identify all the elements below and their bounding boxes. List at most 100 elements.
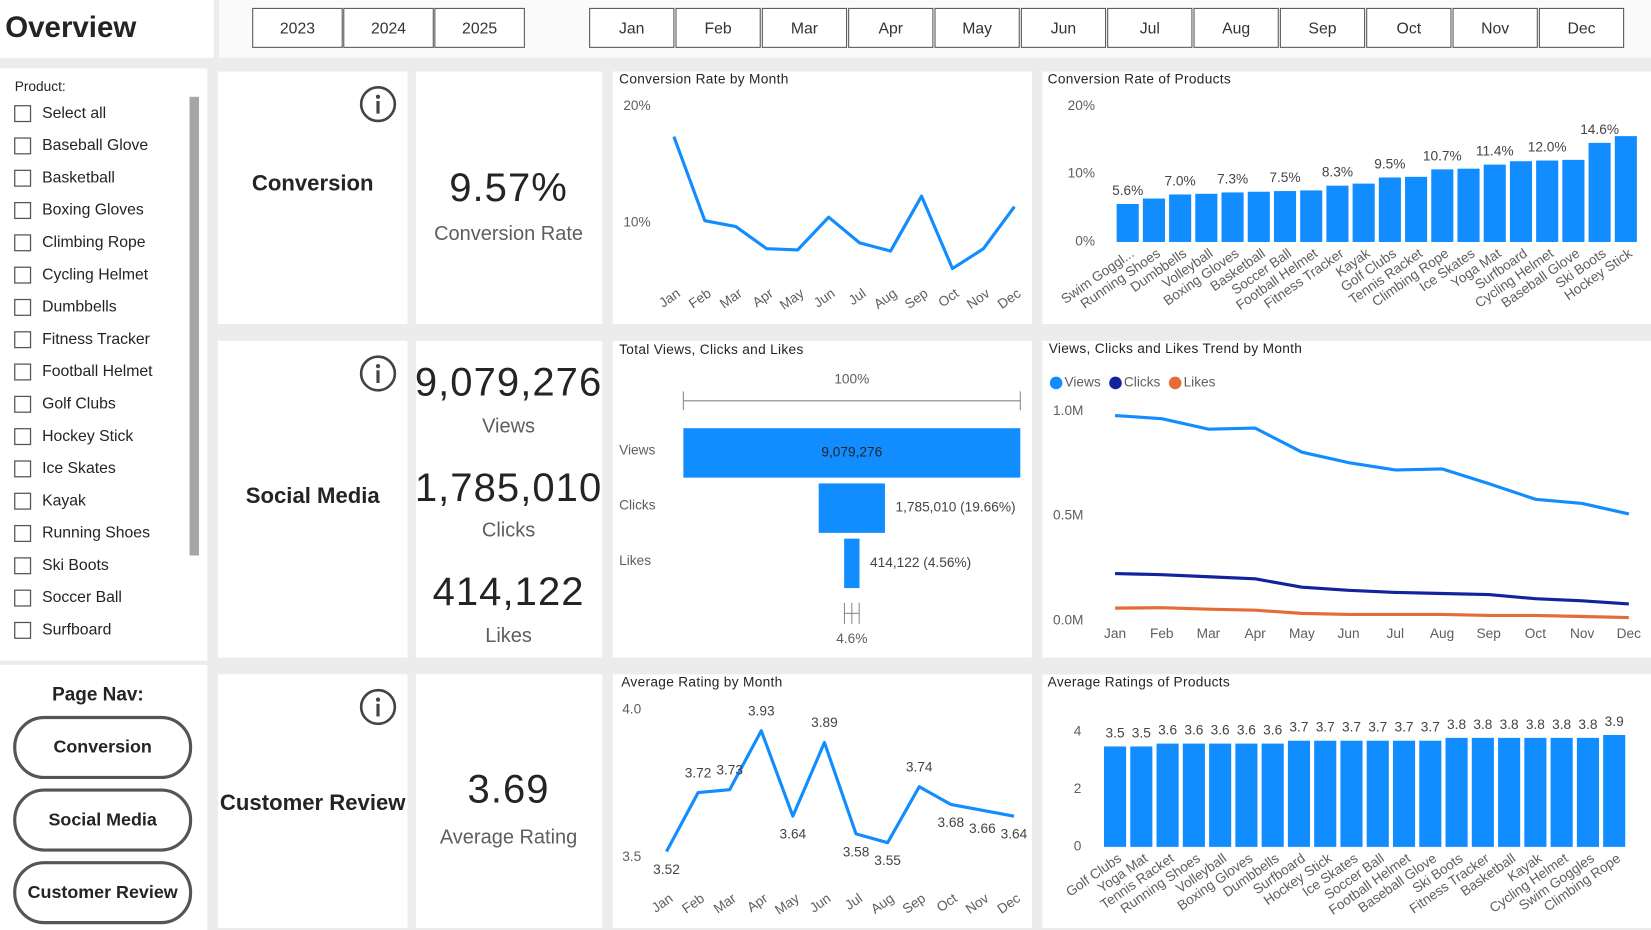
- checkbox[interactable]: [14, 331, 32, 349]
- checkbox[interactable]: [14, 395, 32, 413]
- month-button[interactable]: [1538, 7, 1625, 48]
- slicer-item[interactable]: Kayak: [42, 492, 86, 509]
- info-icon[interactable]: [359, 688, 397, 726]
- bar: [1483, 164, 1506, 242]
- month-label[interactable]: Oct: [1397, 21, 1422, 38]
- slicer-item[interactable]: Select all: [42, 105, 106, 122]
- checkbox[interactable]: [14, 621, 32, 639]
- month-button[interactable]: [1366, 7, 1452, 48]
- month-button[interactable]: [589, 7, 675, 48]
- month-button[interactable]: [1020, 7, 1107, 48]
- info-icon[interactable]: [359, 86, 397, 123]
- data-label: 12.0%: [1528, 140, 1567, 155]
- legend-label[interactable]: Clicks: [1124, 375, 1161, 390]
- data-label: 3.64: [1001, 827, 1028, 842]
- bar: [1209, 743, 1232, 847]
- slicer-item[interactable]: Dumbbells: [42, 299, 117, 316]
- legend-label[interactable]: Likes: [1184, 375, 1216, 390]
- slicer-item[interactable]: Boxing Gloves: [42, 202, 144, 219]
- checkbox[interactable]: [14, 298, 32, 316]
- nav-button[interactable]: [13, 861, 193, 925]
- y-tick-label: 10%: [623, 215, 650, 230]
- month-label[interactable]: Dec: [1567, 21, 1595, 38]
- checkbox[interactable]: [14, 557, 32, 575]
- chart-title: Conversion Rate of Products: [1048, 72, 1231, 87]
- month-label[interactable]: Apr: [879, 21, 904, 38]
- checkbox[interactable]: [14, 137, 32, 155]
- info-icon-stem: [376, 100, 380, 114]
- year-button[interactable]: [434, 7, 525, 48]
- legend-label[interactable]: Views: [1065, 375, 1101, 390]
- month-button[interactable]: [1107, 7, 1193, 48]
- kpi-title: Social Media: [245, 483, 380, 508]
- checkbox[interactable]: [14, 492, 32, 510]
- month-label[interactable]: Jun: [1051, 21, 1076, 38]
- month-button[interactable]: [761, 7, 848, 48]
- nav-button-label[interactable]: Social Media: [48, 809, 157, 829]
- funnel-value-label: 414,122 (4.56%): [870, 555, 971, 570]
- slicer-item[interactable]: Soccer Ball: [42, 589, 122, 606]
- month-label[interactable]: Jul: [1140, 21, 1160, 38]
- slicer-item[interactable]: Ice Skates: [42, 460, 116, 477]
- legend-marker[interactable]: [1109, 376, 1122, 390]
- month-label[interactable]: Nov: [1481, 21, 1509, 38]
- month-label[interactable]: Jan: [619, 21, 644, 38]
- slicer-item[interactable]: Basketball: [42, 169, 115, 186]
- year-label[interactable]: 2025: [462, 21, 497, 38]
- checkbox[interactable]: [14, 105, 32, 123]
- year-label[interactable]: 2023: [280, 21, 315, 38]
- month-label[interactable]: Mar: [791, 21, 818, 38]
- nav-button-label[interactable]: Customer Review: [28, 882, 178, 902]
- month-label[interactable]: Aug: [1222, 21, 1250, 38]
- slicer-item[interactable]: Baseball Glove: [42, 137, 148, 154]
- legend-marker[interactable]: [1049, 376, 1063, 390]
- year-button[interactable]: [252, 7, 343, 48]
- nav-button[interactable]: [13, 788, 193, 852]
- x-tick-label: May: [1289, 626, 1315, 641]
- slicer-item[interactable]: Cycling Helmet: [42, 266, 149, 283]
- month-button[interactable]: [675, 7, 761, 48]
- month-label[interactable]: May: [962, 21, 992, 38]
- bar: [1116, 203, 1139, 242]
- card: [415, 674, 603, 928]
- bar: [1392, 740, 1416, 847]
- slicer-item[interactable]: Hockey Stick: [42, 428, 133, 445]
- checkbox[interactable]: [14, 363, 32, 381]
- funnel-bar: [818, 483, 885, 533]
- kpi-title-box: Customer Review: [220, 791, 406, 815]
- checkbox[interactable]: [14, 201, 32, 220]
- kpi-label: Likes: [485, 625, 532, 647]
- checkbox[interactable]: [14, 589, 32, 607]
- title-bar: [0, 0, 214, 58]
- checkbox[interactable]: [14, 169, 32, 187]
- checkbox[interactable]: [14, 524, 32, 543]
- checkbox[interactable]: [14, 234, 32, 252]
- month-button[interactable]: [1193, 7, 1279, 48]
- month-button[interactable]: [1452, 7, 1538, 48]
- month-label[interactable]: Feb: [705, 21, 732, 38]
- slicer-item[interactable]: Running Shoes: [42, 525, 150, 542]
- year-button[interactable]: [343, 7, 434, 48]
- slicer-item[interactable]: Fitness Tracker: [42, 331, 150, 348]
- nav-button[interactable]: [13, 715, 193, 780]
- slicer-item[interactable]: Ski Boots: [42, 557, 109, 574]
- nav-button-label[interactable]: Conversion: [53, 737, 151, 757]
- x-tick-label: Apr: [1245, 626, 1267, 641]
- slicer-item[interactable]: Surfboard: [42, 622, 111, 639]
- data-label: 3.68: [937, 815, 964, 830]
- month-button[interactable]: [1279, 7, 1366, 48]
- checkbox[interactable]: [14, 460, 32, 478]
- month-button[interactable]: [934, 7, 1020, 48]
- slicer-item[interactable]: Climbing Rope: [42, 234, 146, 251]
- legend-marker[interactable]: [1168, 376, 1182, 390]
- checkbox[interactable]: [14, 266, 32, 284]
- info-icon[interactable]: [359, 355, 397, 392]
- slicer-item[interactable]: Golf Clubs: [42, 395, 116, 412]
- scrollbar[interactable]: [189, 96, 200, 556]
- month-label[interactable]: Sep: [1308, 21, 1336, 38]
- checkbox[interactable]: [14, 428, 32, 446]
- slicer-item[interactable]: Football Helmet: [42, 363, 153, 380]
- month-button[interactable]: [848, 7, 934, 48]
- year-label[interactable]: 2024: [371, 21, 406, 38]
- bar: [1445, 737, 1468, 847]
